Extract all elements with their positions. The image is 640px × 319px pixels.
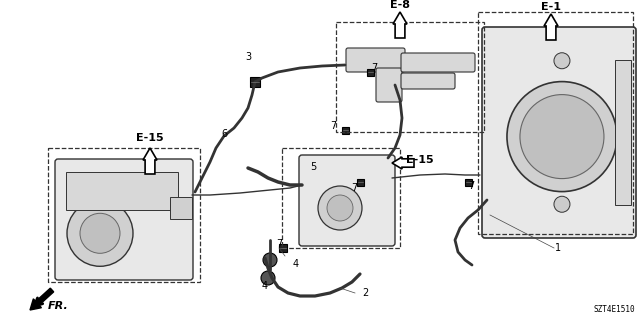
Text: 7: 7 (330, 121, 336, 131)
Circle shape (80, 213, 120, 253)
Circle shape (507, 82, 617, 192)
FancyBboxPatch shape (482, 27, 636, 238)
Circle shape (554, 53, 570, 69)
Circle shape (554, 196, 570, 212)
Text: 7: 7 (371, 63, 377, 73)
FancyBboxPatch shape (299, 155, 395, 246)
Bar (342, 127, 349, 133)
Circle shape (263, 253, 277, 267)
Polygon shape (544, 14, 558, 40)
Bar (250, 77, 260, 87)
Circle shape (327, 195, 353, 221)
FancyBboxPatch shape (346, 48, 405, 72)
FancyBboxPatch shape (401, 53, 475, 72)
Text: 4: 4 (293, 259, 299, 269)
Text: E-1: E-1 (541, 2, 561, 12)
Bar (336, 22, 484, 132)
Text: 2: 2 (362, 288, 368, 298)
Text: 7: 7 (468, 181, 474, 191)
Polygon shape (392, 157, 414, 169)
Text: SZT4E1510: SZT4E1510 (593, 305, 635, 314)
Circle shape (261, 271, 275, 285)
Bar (615, 60, 631, 205)
Bar (66, 172, 178, 210)
Text: FR.: FR. (48, 301, 68, 311)
FancyBboxPatch shape (55, 159, 193, 280)
Bar (367, 69, 374, 76)
Text: 3: 3 (245, 52, 251, 62)
Polygon shape (143, 148, 157, 174)
Text: 6: 6 (221, 129, 227, 139)
Bar (356, 179, 364, 186)
Bar (48, 148, 200, 282)
Text: E-8: E-8 (390, 0, 410, 10)
FancyBboxPatch shape (401, 73, 455, 89)
Polygon shape (393, 12, 407, 38)
Text: 7: 7 (351, 183, 357, 193)
Text: 1: 1 (555, 243, 561, 253)
Text: E-15: E-15 (136, 133, 164, 143)
Circle shape (67, 200, 133, 266)
Circle shape (520, 95, 604, 179)
Bar (465, 179, 472, 186)
Text: 5: 5 (310, 162, 316, 172)
Bar (478, 12, 633, 234)
Bar (282, 148, 400, 248)
Circle shape (318, 186, 362, 230)
Text: E-15: E-15 (406, 155, 434, 165)
FancyArrow shape (30, 288, 54, 310)
Bar (279, 244, 287, 252)
Bar (170, 197, 192, 219)
Text: 4: 4 (262, 281, 268, 291)
Text: 7: 7 (276, 239, 282, 249)
FancyBboxPatch shape (376, 68, 402, 102)
